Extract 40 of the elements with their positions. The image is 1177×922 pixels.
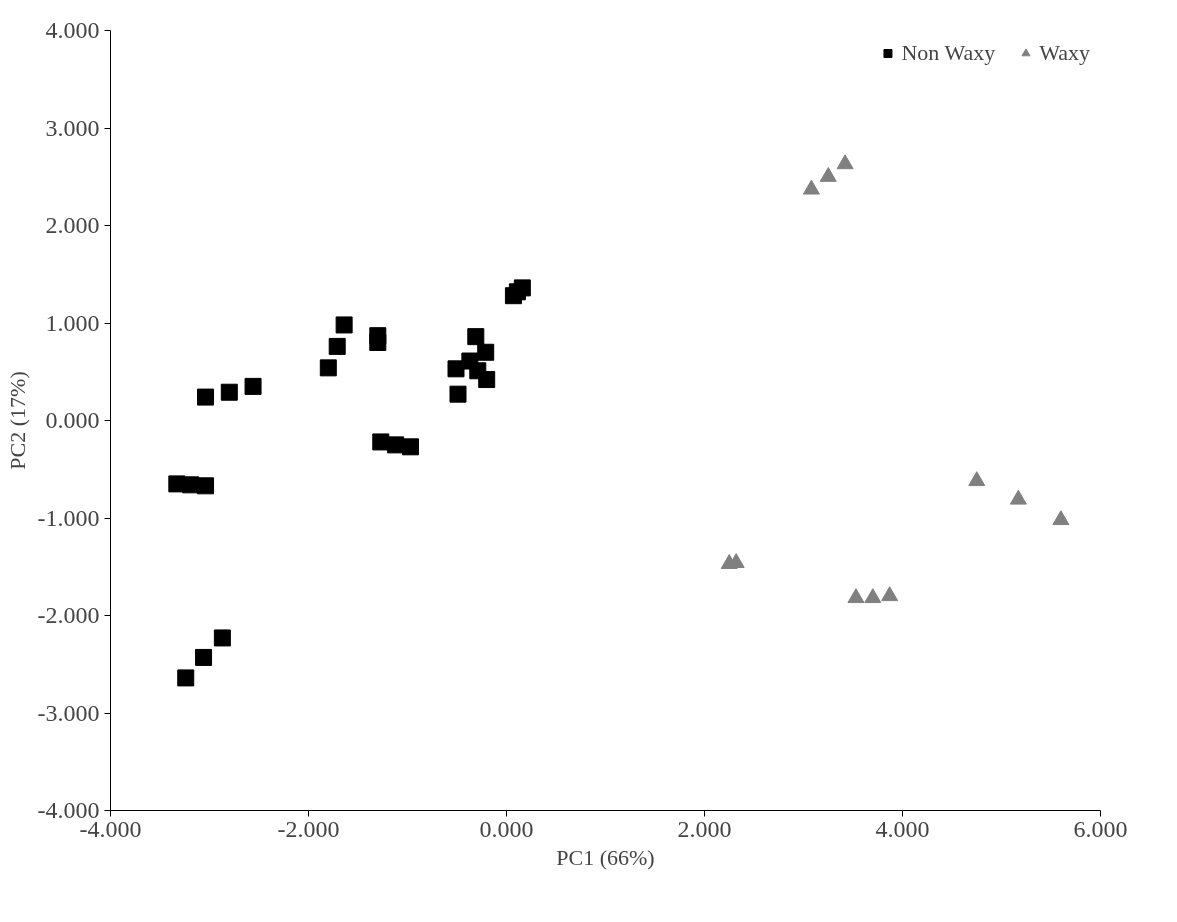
x-axis-title: PC1 (66%)	[556, 844, 655, 870]
point	[1052, 510, 1070, 526]
point	[881, 586, 899, 602]
x-tick-label: -2.000	[277, 815, 340, 842]
point	[213, 629, 231, 647]
point	[847, 588, 865, 604]
point	[195, 648, 213, 666]
point	[478, 371, 496, 389]
point	[968, 471, 986, 487]
y-tick-label: 3.000	[45, 114, 100, 141]
point	[449, 385, 467, 403]
x-tick-label: 2.000	[677, 815, 732, 842]
y-tick-label: -2.000	[37, 602, 100, 628]
point	[467, 328, 485, 346]
point	[328, 337, 346, 355]
point	[369, 327, 387, 345]
y-tick-label: -3.000	[37, 699, 100, 726]
y-axis-title: PC2 (17%)	[4, 371, 30, 470]
y-tick-label: 4.000	[45, 17, 100, 43]
point	[1009, 489, 1027, 505]
point	[513, 279, 531, 297]
point	[244, 377, 262, 395]
x-tick-label: 6.000	[1073, 815, 1128, 842]
point	[220, 383, 238, 401]
y-tick-label: -1.000	[37, 504, 100, 531]
y-tick-label: 0.000	[45, 407, 100, 433]
point	[335, 316, 353, 334]
point	[319, 359, 337, 377]
x-tick-label: 4.000	[875, 815, 930, 842]
point	[401, 438, 419, 456]
legend-label: Non Waxy	[901, 40, 996, 66]
point	[477, 343, 495, 361]
x-tick-label: 0.000	[479, 815, 534, 842]
point	[177, 669, 195, 687]
point	[864, 588, 882, 604]
y-tick-label: 1.000	[45, 309, 100, 336]
legend-label: Waxy	[1039, 40, 1090, 66]
point	[197, 388, 215, 406]
y-tick-label: 2.000	[45, 212, 100, 238]
point	[197, 477, 215, 495]
